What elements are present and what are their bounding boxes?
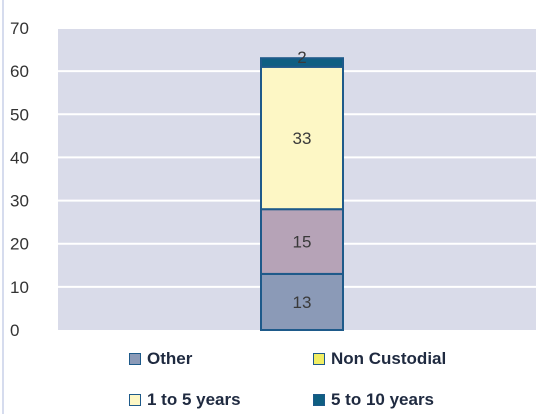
- data-label-1-to-5-years: 33: [293, 129, 312, 148]
- y-tick-label-50: 50: [10, 105, 29, 124]
- y-tick-label-30: 30: [10, 192, 29, 211]
- bar-segment-non-custodial: [260, 208, 344, 275]
- y-axis-tick-labels: 0 10 20 30 40 50 60 70: [10, 19, 29, 340]
- bar-segments: [260, 57, 344, 331]
- left-edge-rule: [2, 0, 4, 414]
- data-label-non-custodial: 15: [293, 233, 312, 252]
- bar-segment-other: [260, 272, 344, 331]
- y-tick-label-40: 40: [10, 148, 29, 167]
- data-labels: 13 15 33 2: [293, 48, 312, 312]
- y-tick-label-20: 20: [10, 235, 29, 254]
- y-tick-label-10: 10: [10, 278, 29, 297]
- data-label-5-to-10-years: 2: [297, 48, 306, 67]
- y-tick-label-70: 70: [10, 19, 29, 38]
- y-tick-label-0: 0: [10, 321, 19, 340]
- data-label-other: 13: [293, 293, 312, 312]
- y-tick-label-60: 60: [10, 62, 29, 81]
- bar-segment-5-to-10-years: [260, 57, 344, 68]
